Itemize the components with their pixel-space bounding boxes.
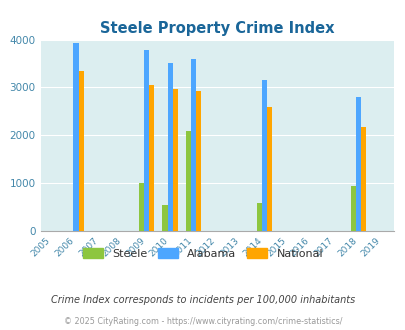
- Bar: [261, 80, 266, 231]
- Bar: [360, 127, 365, 231]
- Bar: [149, 85, 154, 231]
- Bar: [144, 50, 149, 231]
- Bar: [266, 107, 271, 231]
- Bar: [196, 91, 201, 231]
- Bar: [185, 130, 191, 231]
- Text: Crime Index corresponds to incidents per 100,000 inhabitants: Crime Index corresponds to incidents per…: [51, 295, 354, 305]
- Bar: [167, 63, 172, 231]
- Bar: [162, 205, 167, 231]
- Title: Steele Property Crime Index: Steele Property Crime Index: [100, 21, 334, 36]
- Bar: [78, 71, 83, 231]
- Bar: [355, 97, 360, 231]
- Bar: [191, 59, 196, 231]
- Bar: [256, 203, 261, 231]
- Bar: [172, 89, 177, 231]
- Bar: [139, 183, 144, 231]
- Text: © 2025 CityRating.com - https://www.cityrating.com/crime-statistics/: © 2025 CityRating.com - https://www.city…: [64, 317, 341, 326]
- Legend: Steele, Alabama, National: Steele, Alabama, National: [78, 244, 327, 263]
- Bar: [73, 43, 78, 231]
- Bar: [350, 186, 355, 231]
